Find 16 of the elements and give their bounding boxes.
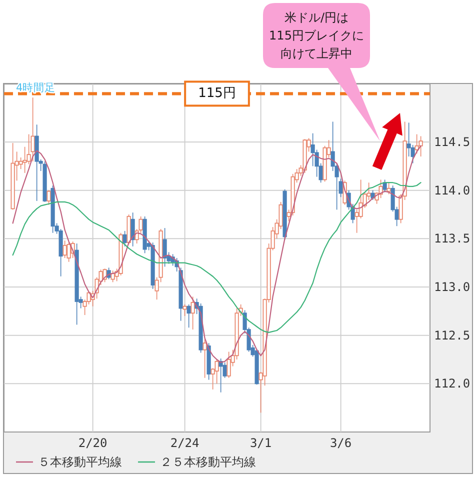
x-tick-label: 3/1 xyxy=(250,436,272,450)
y-tick-label: 113.0 xyxy=(434,280,470,294)
x-tick-label: 2/24 xyxy=(170,436,200,450)
y-tick-label: 114.0 xyxy=(434,183,470,198)
x-tick-label: 3/6 xyxy=(330,436,352,450)
x-tick-label: 2/20 xyxy=(78,436,108,450)
ref-line-label: 115円 xyxy=(198,86,236,102)
ref-line-label: 115円 xyxy=(184,80,250,107)
y-tick-label: 112.0 xyxy=(434,376,470,391)
y-tick-label: 112.5 xyxy=(434,328,470,342)
text: 米ドル/円は115円ブレイクに向けて上昇中 xyxy=(269,10,364,60)
legend-label: ２５本移動平均線 xyxy=(160,455,256,469)
y-tick-label: 113.5 xyxy=(434,232,470,246)
legend-label: ５本移動平均線 xyxy=(38,455,122,469)
annotation: 4時間足 xyxy=(16,81,56,94)
y-tick-label: 114.5 xyxy=(434,135,470,149)
